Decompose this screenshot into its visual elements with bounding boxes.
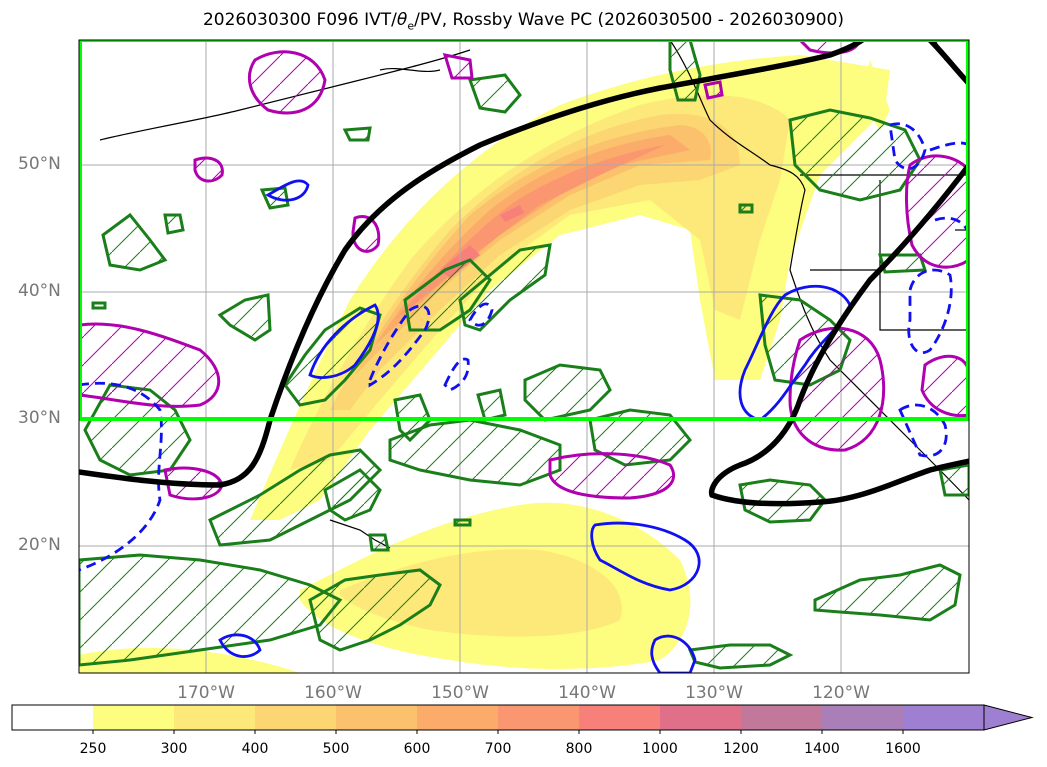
colorbar-tick-label: 800 <box>565 741 593 757</box>
map-area <box>79 40 969 673</box>
colorbar-segment <box>12 705 94 730</box>
lon-label-150w: 150°W <box>431 683 489 703</box>
lon-label-170w: 170°W <box>177 683 235 703</box>
map-title: 2026030300 F096 IVT/θe/PV, Rossby Wave P… <box>202 10 845 33</box>
lon-label-120w: 120°W <box>812 683 870 703</box>
rossby-wave-line <box>79 40 969 507</box>
map-frame <box>78 39 970 674</box>
lon-label-140w: 140°W <box>558 683 616 703</box>
colorbar-tick-label: 700 <box>484 741 512 757</box>
colorbar-tick-label: 1600 <box>885 741 921 757</box>
colorbar-tick-label: 500 <box>322 741 350 757</box>
colorbar-tick-label: 1000 <box>642 741 678 757</box>
colorbar-tick-label: 1400 <box>804 741 840 757</box>
colorbar-segment <box>579 705 661 730</box>
colorbar-segment <box>417 705 499 730</box>
magenta-contours <box>79 40 969 501</box>
colorbar-segment <box>255 705 337 730</box>
colorbar-segment <box>660 705 742 730</box>
colorbar-tick-label: 1200 <box>723 741 759 757</box>
lat-label-30n: 30°N <box>18 408 61 428</box>
colorbar-tick-label: 400 <box>241 741 269 757</box>
lat-label-40n: 40°N <box>18 281 61 301</box>
colorbar-segment <box>822 705 904 730</box>
lat-label-20n: 20°N <box>18 535 61 555</box>
colorbar-segment <box>93 705 175 730</box>
colorbar-segment <box>741 705 823 730</box>
blue-contours <box>218 179 852 673</box>
colorbar-extend-arrow <box>983 704 1034 731</box>
colorbar-segment <box>174 705 256 730</box>
lat-label-50n: 50°N <box>18 154 61 174</box>
colorbar-tick-label: 600 <box>403 741 431 757</box>
green-contours <box>79 40 969 670</box>
lon-label-130w: 130°W <box>685 683 743 703</box>
colorbar-segment <box>336 705 418 730</box>
colorbar-tick-label: 300 <box>160 741 188 757</box>
colorbar-segment <box>903 705 985 730</box>
region-box <box>79 40 969 421</box>
colorbar <box>11 704 1034 734</box>
colorbar-segment <box>498 705 580 730</box>
colorbar-tick-label: 250 <box>79 741 107 757</box>
lon-label-160w: 160°W <box>304 683 362 703</box>
